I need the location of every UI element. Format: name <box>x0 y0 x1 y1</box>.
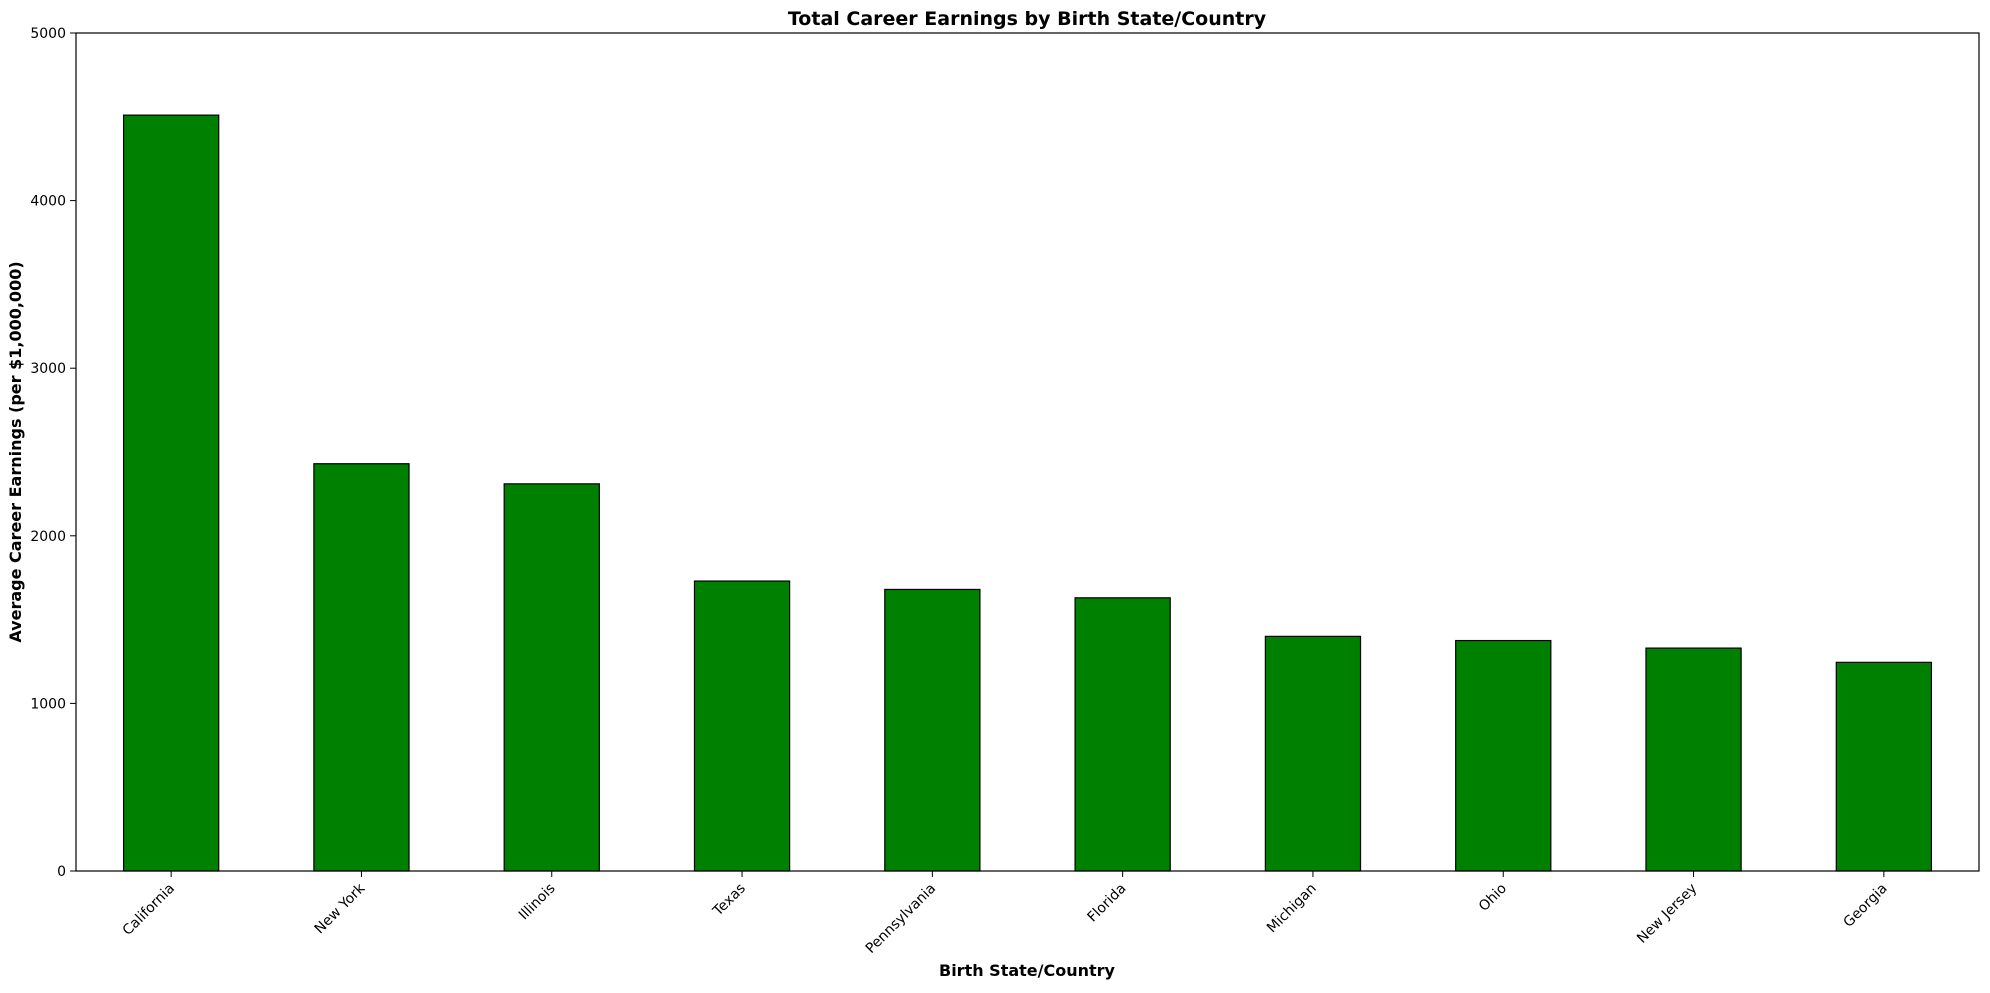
y-tick-label: 5000 <box>30 26 66 42</box>
bar-pennsylvania <box>884 588 981 872</box>
x-tick-label: Ohio <box>1476 881 1510 915</box>
x-tick-label: Texas <box>709 881 748 920</box>
bar-texas <box>693 580 791 872</box>
bar-illinois <box>503 483 600 872</box>
y-axis: 0 1000 2000 3000 4000 5000 <box>30 26 76 880</box>
x-tick-label: Illinois <box>516 881 559 924</box>
bar-new-york <box>313 463 410 872</box>
y-tick-label: 1000 <box>30 696 66 712</box>
bar-ohio <box>1455 639 1552 872</box>
y-tick-label: 0 <box>57 864 66 880</box>
y-axis-label: Average Career Earnings (per $1,000,000) <box>6 261 25 642</box>
bar-florida <box>1074 597 1171 872</box>
x-tick-label: Michigan <box>1264 881 1320 937</box>
x-axis: California New York Illinois Texas Pennsylva… <box>120 871 1891 957</box>
bar-georgia <box>1835 661 1933 872</box>
y-tick-label: 3000 <box>30 361 66 377</box>
x-tick-label: Florida <box>1084 881 1129 926</box>
chart-title: Total Career Earnings by Birth State/Cou… <box>788 8 1267 30</box>
x-tick-label: Pennsylvania <box>863 881 939 957</box>
bar-california <box>122 114 220 872</box>
bars-group <box>122 114 1933 872</box>
x-tick-label: Georgia <box>1841 881 1891 931</box>
bar-michigan <box>1264 635 1362 872</box>
plot-frame <box>75 32 1980 872</box>
y-tick-label: 4000 <box>30 194 66 210</box>
x-axis-label: Birth State/Country <box>939 961 1116 980</box>
x-tick-label: New York <box>312 880 369 937</box>
x-tick-label: New Jersey <box>1634 881 1700 947</box>
bar-new-jersey <box>1645 647 1742 872</box>
y-tick-label: 2000 <box>30 529 66 545</box>
x-tick-label: California <box>120 881 178 939</box>
